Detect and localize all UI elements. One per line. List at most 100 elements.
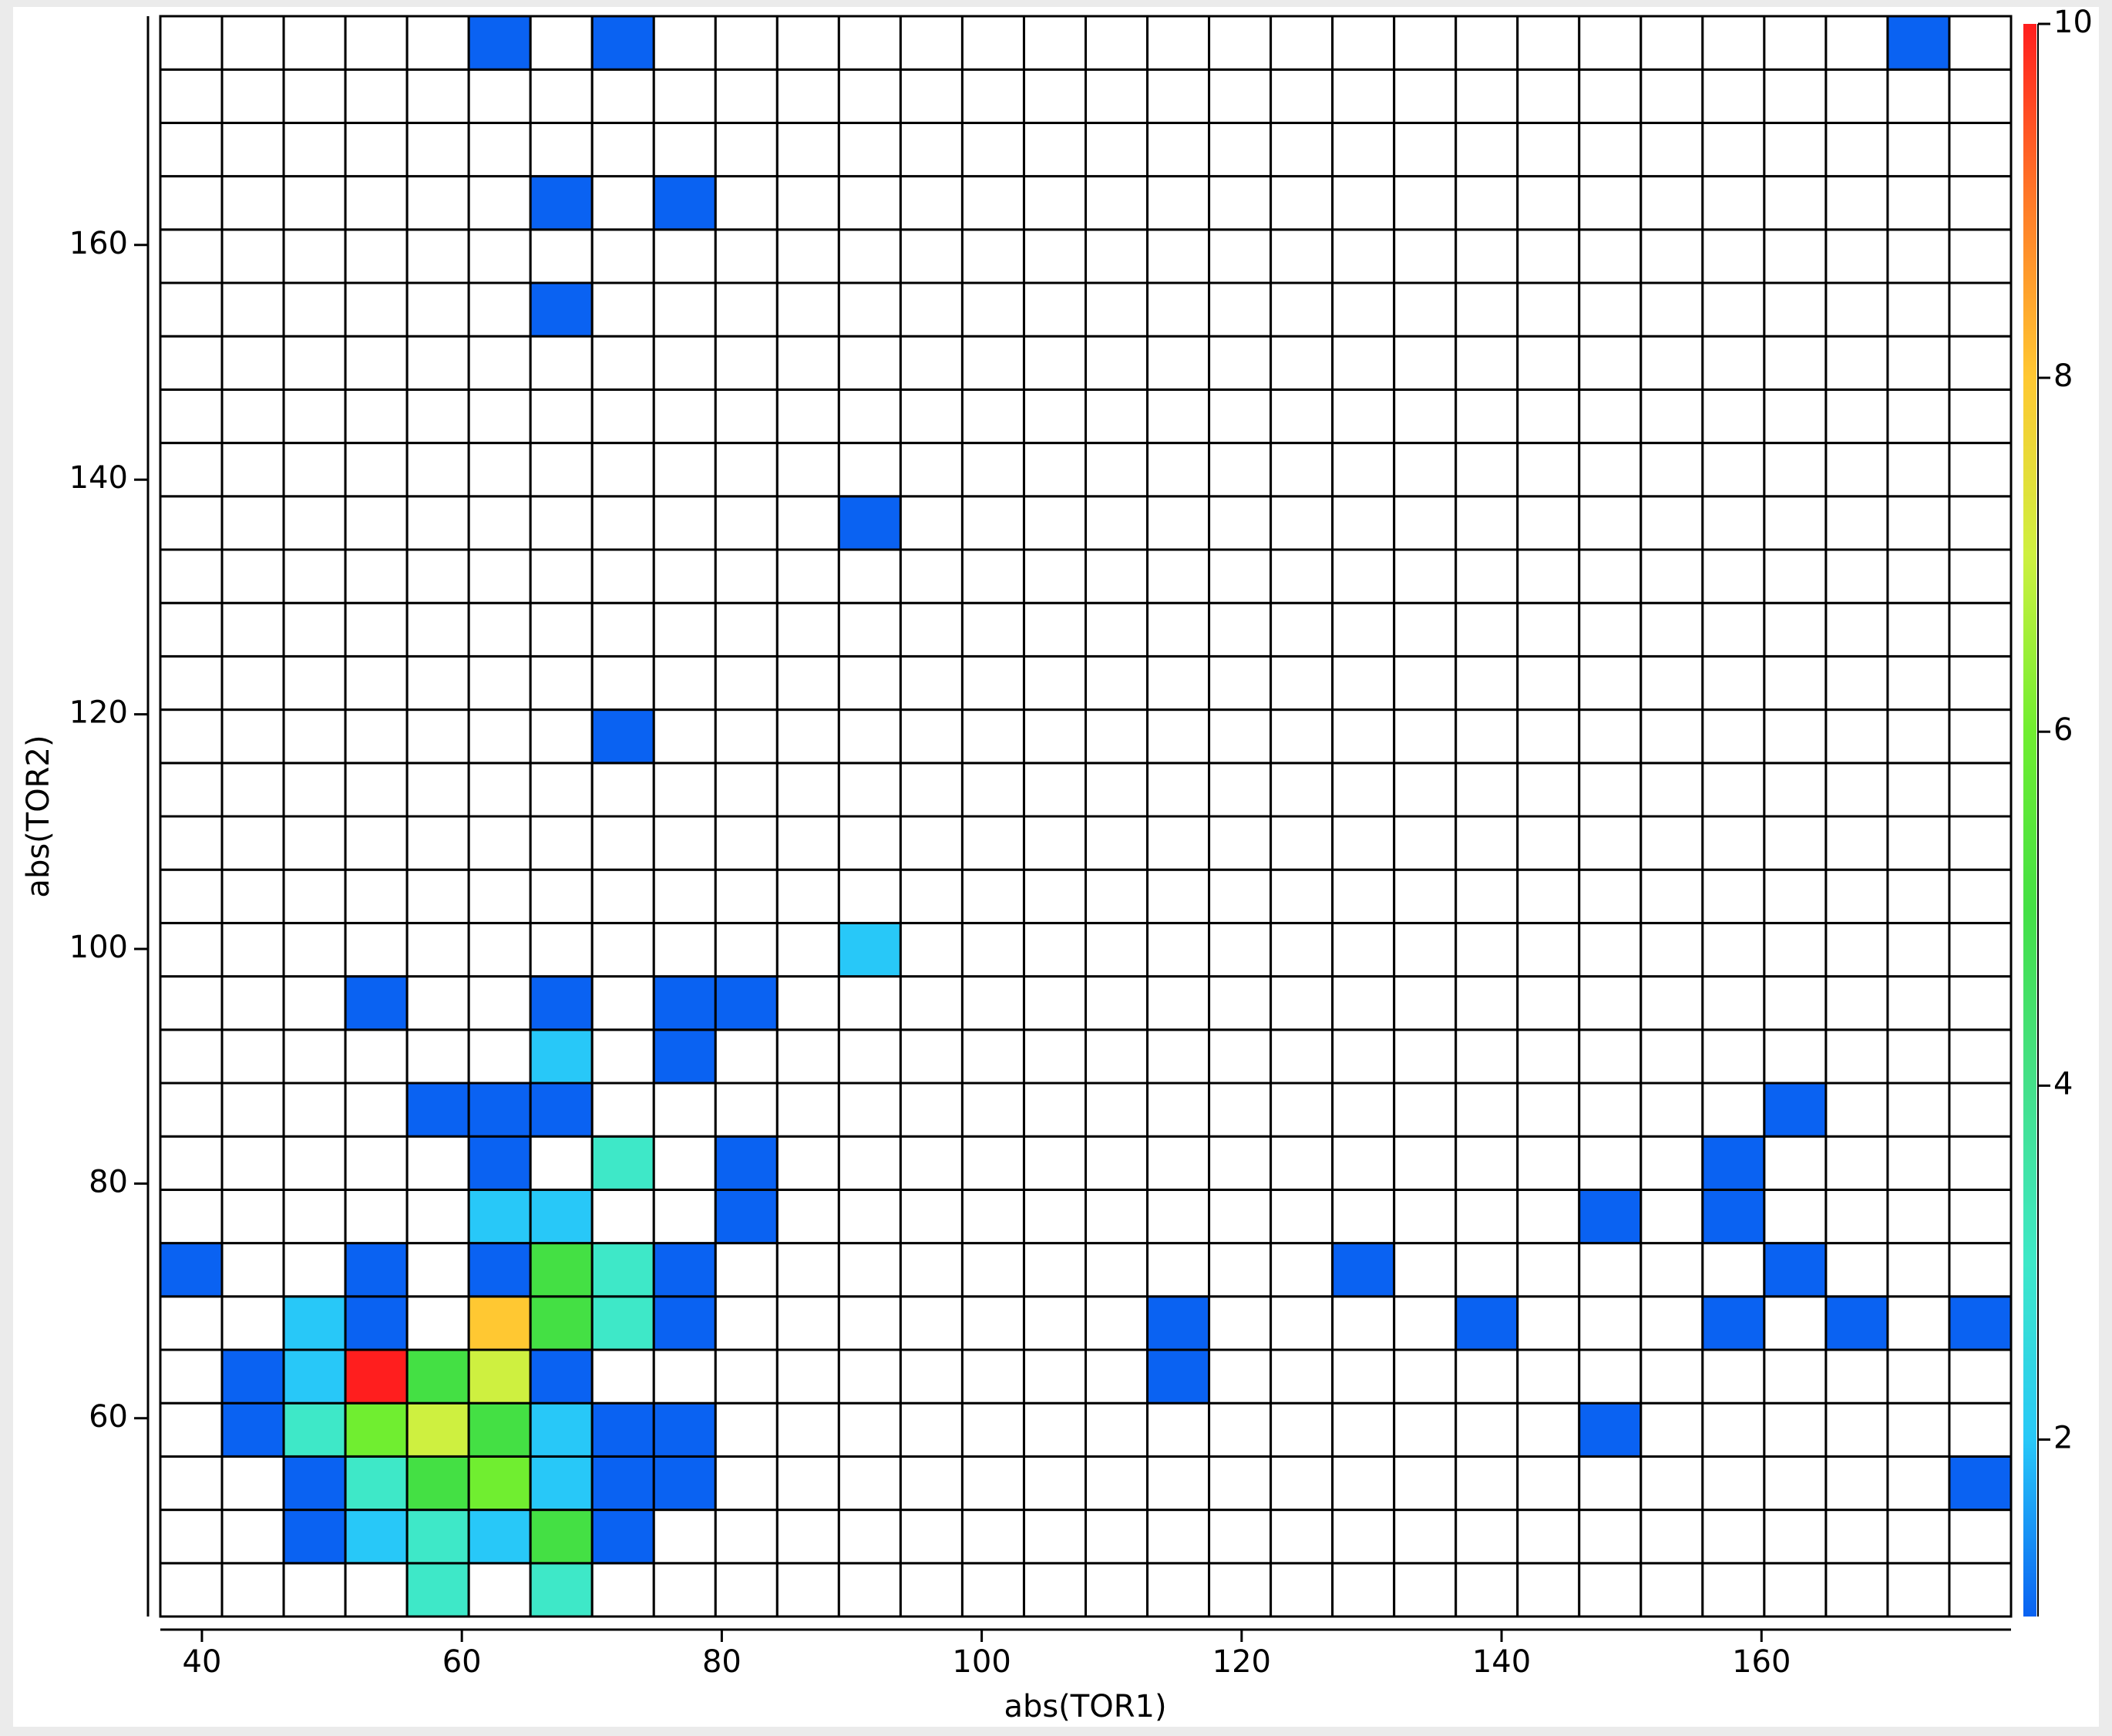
empty-cell	[1516, 1401, 1581, 1458]
empty-cell	[1393, 868, 1458, 924]
empty-cell	[652, 1135, 717, 1191]
empty-cell	[1331, 1295, 1396, 1351]
empty-cell	[1763, 601, 1828, 658]
empty-cell	[1270, 1135, 1334, 1191]
empty-cell	[1763, 1135, 1828, 1191]
empty-cell	[1208, 495, 1273, 551]
empty-cell	[1824, 1082, 1889, 1138]
empty-cell	[1085, 1135, 1149, 1191]
empty-cell	[1085, 1082, 1149, 1138]
empty-cell	[1516, 228, 1581, 284]
empty-cell	[1639, 1509, 1704, 1565]
empty-cell	[1701, 1348, 1766, 1405]
empty-cell	[837, 281, 902, 338]
empty-cell	[159, 1295, 224, 1351]
empty-cell	[529, 654, 594, 712]
empty-cell	[652, 1348, 717, 1405]
empty-cell	[899, 1348, 964, 1405]
empty-cell	[775, 708, 840, 765]
empty-cell	[1824, 921, 1889, 978]
empty-cell	[960, 1509, 1025, 1565]
empty-cell	[1824, 335, 1889, 391]
empty-cell	[1763, 1509, 1828, 1565]
empty-cell	[1085, 175, 1149, 231]
empty-cell	[775, 281, 840, 338]
empty-cell	[1455, 815, 1519, 871]
colorbar-tick-label: 8	[2053, 358, 2073, 394]
empty-cell	[1393, 762, 1458, 818]
empty-cell	[159, 388, 224, 445]
empty-cell	[1763, 68, 1828, 124]
empty-cell	[159, 1188, 224, 1245]
empty-cell	[1701, 1562, 1766, 1618]
empty-cell	[1455, 175, 1519, 231]
empty-cell	[837, 121, 902, 178]
empty-cell	[1578, 1135, 1643, 1191]
empty-cell	[714, 601, 779, 658]
empty-cell	[837, 1562, 902, 1618]
empty-cell	[1701, 1242, 1766, 1298]
empty-cell	[1331, 1509, 1396, 1565]
empty-cell	[344, 1135, 409, 1191]
empty-cell	[1639, 654, 1704, 712]
empty-cell	[282, 654, 347, 712]
empty-cell	[344, 654, 409, 712]
empty-cell	[775, 1028, 840, 1085]
empty-cell	[1824, 1509, 1889, 1565]
empty-cell	[405, 495, 470, 551]
empty-cell	[1763, 1455, 1828, 1512]
empty-cell	[775, 1082, 840, 1138]
empty-cell	[1270, 1242, 1334, 1298]
empty-cell	[405, 708, 470, 765]
empty-cell	[220, 708, 285, 765]
heat-cell	[1331, 1242, 1396, 1298]
heat-cell	[652, 1028, 717, 1085]
empty-cell	[344, 388, 409, 445]
empty-cell	[960, 1295, 1025, 1351]
empty-cell	[1763, 388, 1828, 445]
empty-cell	[1578, 868, 1643, 924]
empty-cell	[1085, 1401, 1149, 1458]
heat-cell	[529, 1028, 594, 1085]
empty-cell	[159, 975, 224, 1031]
empty-cell	[1886, 1509, 1951, 1565]
heat-cell	[529, 1562, 594, 1618]
empty-cell	[1886, 388, 1951, 445]
empty-cell	[405, 868, 470, 924]
empty-cell	[1208, 815, 1273, 871]
empty-cell	[775, 495, 840, 551]
empty-cell	[960, 975, 1025, 1031]
empty-cell	[220, 1455, 285, 1512]
heat-cell	[467, 1509, 532, 1565]
empty-cell	[652, 495, 717, 551]
empty-cell	[1393, 1242, 1458, 1298]
empty-cell	[775, 654, 840, 712]
empty-cell	[1393, 1295, 1458, 1351]
empty-cell	[1270, 654, 1334, 712]
empty-cell	[1948, 1401, 2013, 1458]
empty-cell	[405, 281, 470, 338]
empty-cell	[282, 335, 347, 391]
empty-cell	[960, 1562, 1025, 1618]
empty-cell	[1886, 815, 1951, 871]
empty-cell	[1824, 762, 1889, 818]
empty-cell	[1085, 1188, 1149, 1245]
empty-cell	[1886, 1028, 1951, 1085]
empty-cell	[1270, 15, 1334, 71]
empty-cell	[1146, 921, 1211, 978]
empty-cell	[1085, 442, 1149, 498]
empty-cell	[405, 1242, 470, 1298]
empty-cell	[1331, 1028, 1396, 1085]
empty-cell	[405, 762, 470, 818]
empty-cell	[282, 121, 347, 178]
empty-cell	[220, 495, 285, 551]
empty-cell	[1516, 1188, 1581, 1245]
empty-cell	[714, 708, 779, 765]
empty-cell	[590, 228, 655, 284]
empty-cell	[1085, 975, 1149, 1031]
empty-cell	[1270, 1562, 1334, 1618]
empty-cell	[652, 1509, 717, 1565]
empty-cell	[282, 868, 347, 924]
empty-cell	[467, 1028, 532, 1085]
heat-cell	[714, 1188, 779, 1245]
